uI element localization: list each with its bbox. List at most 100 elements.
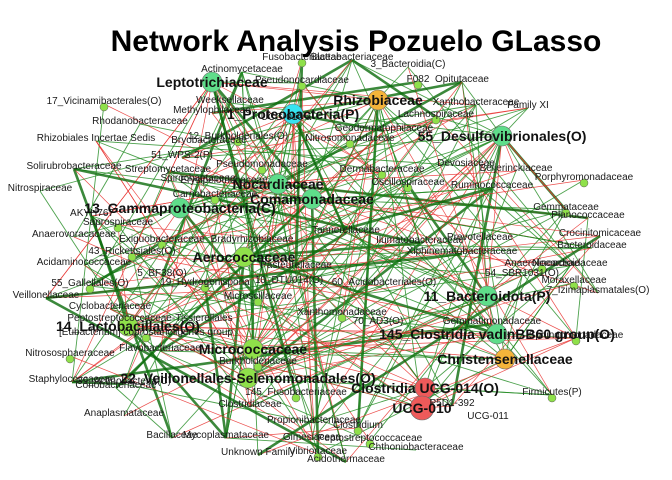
node-label: Flavobacteriaceae — [119, 343, 201, 354]
positive-edge — [181, 135, 503, 159]
node-label: Sphingomonadaceae — [529, 330, 624, 341]
positive-edge — [377, 282, 575, 325]
network-node-hub[interactable] — [267, 173, 289, 195]
positive-edge — [159, 284, 385, 352]
network-node-hub[interactable] — [169, 197, 191, 219]
node-label: Pseudomonadaceae — [216, 159, 308, 170]
hub-node-label: Aerococcaceae — [193, 249, 296, 265]
network-node-hub[interactable] — [367, 89, 389, 111]
network-node-hub[interactable] — [201, 71, 223, 93]
negative-edge — [295, 267, 506, 360]
node-label: 55_Gallellales(O) — [51, 278, 128, 289]
positive-edge — [171, 104, 477, 439]
positive-edge — [461, 81, 506, 360]
positive-edge — [131, 253, 173, 439]
positive-edge — [211, 81, 239, 140]
positive-edge — [161, 241, 593, 249]
negative-edge — [211, 81, 290, 284]
negative-edge — [95, 140, 254, 350]
node-label: 7_Izimaplasmatales(O) — [547, 285, 650, 296]
negative-edge — [159, 350, 313, 441]
network-node-hub[interactable] — [117, 315, 139, 337]
positive-edge — [450, 135, 504, 407]
network-node-small — [345, 139, 355, 149]
node-label: Coriobacteriaceae — [75, 380, 157, 391]
negative-edge — [45, 81, 213, 299]
network-node-hub[interactable] — [282, 103, 304, 125]
positive-edge — [73, 167, 421, 245]
network-node-small — [579, 178, 589, 188]
negative-edge — [301, 82, 313, 441]
node-label: Peptostreptococcaceae — [318, 433, 423, 444]
positive-edge — [39, 99, 379, 192]
network-node-hub[interactable] — [491, 125, 513, 147]
positive-edge — [252, 348, 423, 409]
negative-edge — [311, 104, 477, 200]
network-node-small — [413, 80, 423, 90]
positive-edge — [311, 198, 567, 211]
positive-edge — [91, 215, 249, 379]
network-node-hub[interactable] — [233, 246, 255, 268]
network-node-small — [127, 252, 137, 262]
negative-edge — [159, 81, 213, 352]
positive-edge — [71, 380, 125, 386]
network-node-hub[interactable] — [237, 367, 259, 389]
positive-edge — [277, 80, 463, 186]
node-label: 54_SBR1031(O) — [485, 268, 559, 279]
negative-edge — [127, 59, 353, 327]
negative-edge — [73, 168, 254, 350]
negative-edge — [486, 135, 503, 297]
positive-edge — [210, 81, 298, 396]
positive-edge — [252, 284, 385, 350]
network-node-hub[interactable] — [486, 323, 508, 345]
node-label: Blattabacteriaceae — [311, 52, 394, 63]
positive-edge — [383, 104, 477, 286]
node-label: UCG-011 — [467, 411, 509, 422]
node-label: Exiguobacteraceae — [119, 234, 205, 245]
node-label: Dermabacteraceae — [339, 164, 424, 175]
network-node-hub[interactable] — [409, 395, 435, 421]
positive-edge — [247, 186, 493, 380]
negative-edge — [407, 66, 493, 325]
network-node-small — [253, 297, 263, 307]
positive-edge — [89, 240, 163, 288]
positive-edge — [115, 387, 173, 439]
positive-edge — [223, 182, 254, 350]
node-label: Propionibacteriaceae — [267, 415, 361, 426]
negative-edge — [179, 207, 319, 455]
hub-node-label: Comamonadaceae — [250, 191, 374, 207]
network-node-hub[interactable] — [301, 188, 323, 210]
node-label: Solirubrobacteraceae — [26, 161, 121, 172]
network-node-hub[interactable] — [476, 285, 498, 307]
positive-edge — [90, 215, 130, 327]
node-label: Moraxellaceae — [541, 275, 606, 286]
negative-edge — [73, 236, 426, 389]
negative-edge — [197, 180, 251, 408]
node-label: Microscillaceae — [224, 291, 293, 302]
positive-edge — [311, 116, 437, 200]
negative-edge — [211, 81, 379, 101]
node-label: Anaplasmataceae — [84, 408, 164, 419]
positive-edge — [241, 71, 279, 185]
positive-edge — [179, 207, 259, 300]
positive-edge — [357, 99, 379, 429]
node-label: Xanthobacteraceae — [433, 97, 520, 108]
hub-node-label: 145_Clostridia vadinBB60 group(O) — [379, 326, 615, 342]
positive-edge — [243, 186, 493, 259]
node-label: Anaerovoracaceae — [32, 229, 116, 240]
positive-edge — [45, 198, 313, 299]
positive-edge — [73, 123, 141, 238]
positive-edge — [377, 99, 421, 244]
negative-edge — [214, 113, 294, 198]
positive-edge — [301, 82, 553, 396]
network-node-small — [297, 81, 307, 91]
positive-edge — [73, 168, 313, 200]
positive-edge — [504, 275, 523, 360]
node-label: Family XI — [507, 100, 549, 111]
node-label: Acidaminococcaceae — [37, 257, 132, 268]
network-node-hub[interactable] — [494, 348, 516, 370]
page-title: Network Analysis Pozuelo GLasso — [111, 25, 602, 58]
network-node-hub[interactable] — [242, 338, 264, 360]
negative-edge — [161, 183, 279, 243]
